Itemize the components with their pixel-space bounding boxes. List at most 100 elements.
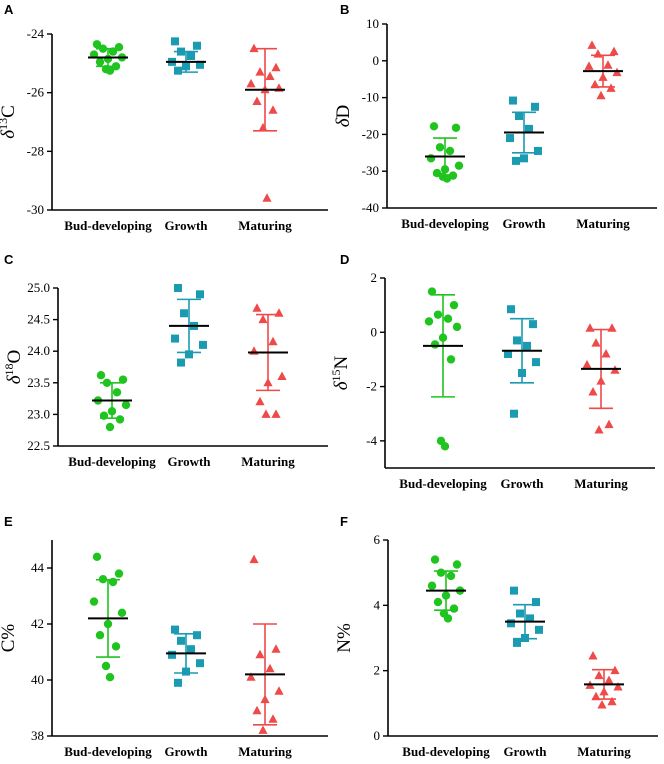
data-point xyxy=(518,369,526,377)
y-tick-label: 38 xyxy=(31,728,44,743)
data-point xyxy=(441,591,451,600)
x-category-label: Bud-developing xyxy=(401,216,489,231)
data-point xyxy=(429,122,439,131)
data-point xyxy=(534,146,542,155)
data-point xyxy=(521,634,529,642)
data-point xyxy=(118,375,128,384)
x-category-label: Growth xyxy=(502,216,546,231)
data-point xyxy=(510,586,518,595)
data-point xyxy=(111,62,121,71)
panel-d: D 2 0 -2 -4 δ15N Bud-developing Growth Maturing xyxy=(329,252,655,491)
panel-letter-d: D xyxy=(340,252,349,267)
y-tick-label: -30 xyxy=(362,163,379,178)
data-point xyxy=(114,569,124,578)
data-point xyxy=(108,47,118,56)
panel-b: B 10 0 -10 -20 -30 -40 δD Bud-developing Growth M… xyxy=(333,2,657,231)
data-point xyxy=(607,696,617,706)
data-point xyxy=(180,309,188,318)
data-point xyxy=(174,66,182,75)
data-point xyxy=(609,46,619,56)
x-category-label: Bud-developing xyxy=(68,454,156,469)
data-point xyxy=(111,642,121,651)
data-point xyxy=(584,61,594,70)
data-point xyxy=(177,47,185,56)
data-point xyxy=(594,425,604,434)
data-point xyxy=(258,725,268,734)
panel-c: C 25.0 24.5 24.0 23.5 23.0 22.5 δ18O Bud-develo… xyxy=(2,252,328,469)
x-category-label: Growth xyxy=(503,744,547,759)
data-point xyxy=(440,442,450,451)
data-point xyxy=(596,376,606,385)
data-point xyxy=(268,336,278,346)
data-point xyxy=(115,415,125,424)
x-category-label: Growth xyxy=(167,454,211,469)
data-point xyxy=(103,54,113,64)
data-point xyxy=(433,597,443,607)
data-point xyxy=(452,322,462,332)
panel-letter-b: B xyxy=(340,2,349,17)
y-tick-label: -24 xyxy=(27,26,45,41)
data-point xyxy=(258,122,268,132)
data-point xyxy=(199,340,207,349)
x-category-label: Bud-developing xyxy=(64,744,152,759)
data-point xyxy=(512,156,520,165)
data-point xyxy=(513,336,521,345)
y-tick-label: -26 xyxy=(27,85,45,100)
data-point xyxy=(443,314,453,323)
data-point xyxy=(274,686,284,695)
y-tick-label: 25.0 xyxy=(27,280,50,295)
panel-letter-f: F xyxy=(340,514,348,529)
data-point xyxy=(445,146,455,156)
data-point xyxy=(258,314,268,324)
data-point xyxy=(271,409,281,418)
data-point xyxy=(171,37,179,46)
data-point xyxy=(268,105,278,114)
data-point xyxy=(520,154,528,163)
data-point xyxy=(510,409,518,418)
data-point xyxy=(523,341,531,350)
data-point xyxy=(102,378,112,387)
y-tick-label: -28 xyxy=(27,143,44,158)
data-point xyxy=(261,409,271,418)
data-point xyxy=(454,161,464,170)
y-tick-label: 24.5 xyxy=(27,312,50,327)
data-point xyxy=(607,323,617,332)
data-point xyxy=(432,168,442,178)
data-point xyxy=(107,407,117,416)
data-point xyxy=(427,581,437,590)
data-point xyxy=(513,638,521,647)
data-point xyxy=(438,333,448,342)
data-point xyxy=(252,96,262,105)
panel-letter-c: C xyxy=(4,252,14,267)
data-point xyxy=(507,619,515,628)
data-point xyxy=(187,52,195,60)
data-point xyxy=(117,608,127,617)
panel-a: A -24 -26 -28 -30 δ13C Bud-developing Growth Ma… xyxy=(0,2,328,233)
x-category-label: Bud-developing xyxy=(402,744,490,759)
data-point xyxy=(588,650,598,660)
data-point xyxy=(582,359,592,369)
data-point xyxy=(112,388,122,397)
data-point xyxy=(430,555,440,564)
data-point xyxy=(98,575,108,584)
data-point xyxy=(193,631,201,640)
y-tick-label: 24.0 xyxy=(27,343,50,358)
data-point xyxy=(525,124,533,133)
data-point xyxy=(516,609,524,618)
data-point xyxy=(433,310,443,319)
y-tick-label: 44 xyxy=(31,560,45,575)
data-point xyxy=(424,317,434,326)
data-point xyxy=(277,371,287,380)
y-tick-label: -2 xyxy=(366,379,377,394)
y-tick-label: -10 xyxy=(362,90,379,105)
data-point xyxy=(426,154,436,163)
data-point xyxy=(262,193,272,202)
data-point xyxy=(263,377,273,387)
data-point xyxy=(249,554,259,564)
data-point xyxy=(449,300,459,310)
data-point xyxy=(105,422,115,432)
y-axis-label: C% xyxy=(0,624,19,653)
data-point xyxy=(604,675,614,684)
y-tick-label: -40 xyxy=(362,200,379,215)
data-point xyxy=(101,661,111,671)
